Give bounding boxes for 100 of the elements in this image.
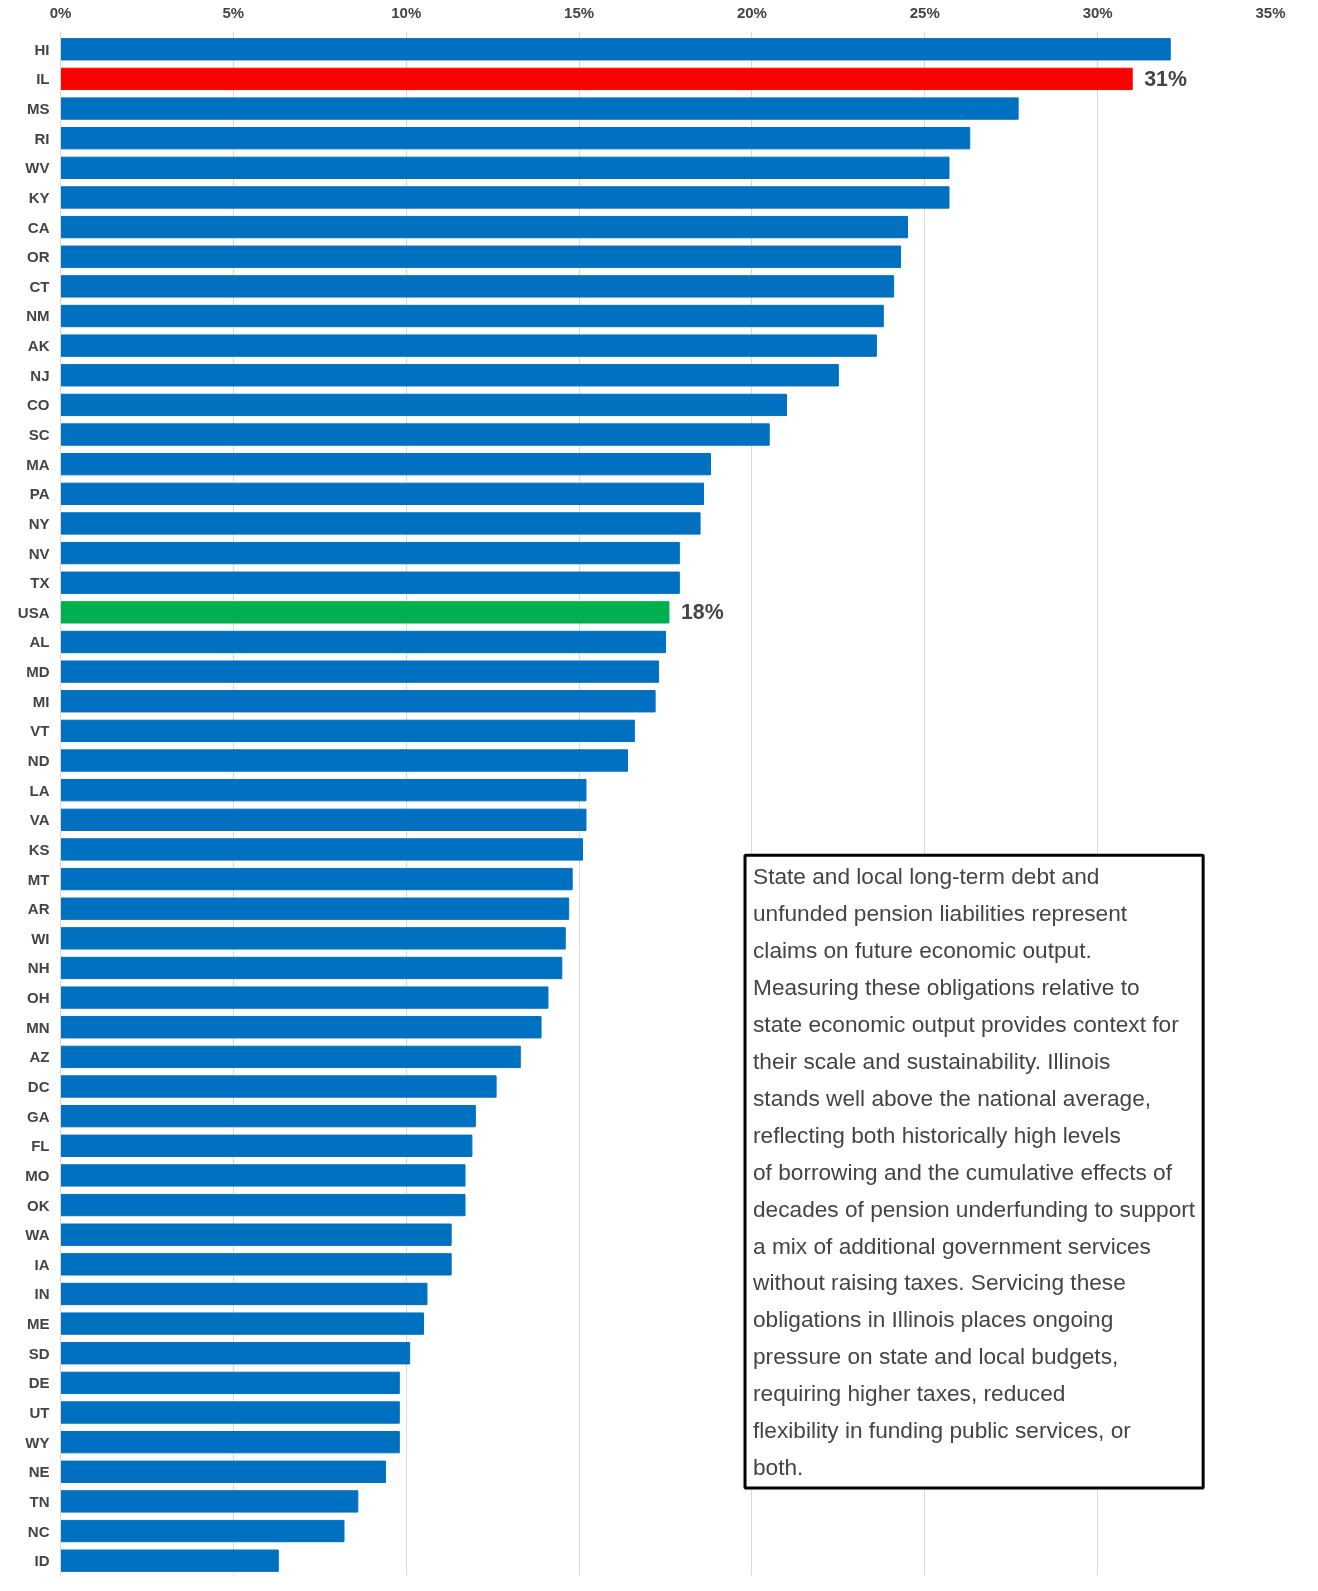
y-tick-label: CT xyxy=(29,277,50,295)
y-tick-label: NV xyxy=(28,544,50,562)
y-tick-label: WI xyxy=(31,929,50,947)
x-tick-label: 20% xyxy=(736,3,767,21)
bar xyxy=(60,1401,400,1424)
bar xyxy=(60,1134,473,1157)
y-tick-label: NM xyxy=(26,307,50,325)
bar xyxy=(60,779,587,802)
bar xyxy=(60,630,666,654)
y-tick-label: NC xyxy=(27,1522,50,1540)
bar xyxy=(60,571,680,594)
x-tick-label: 5% xyxy=(222,3,245,21)
y-tick-label: AR xyxy=(27,900,50,918)
bar xyxy=(60,304,884,328)
bar xyxy=(60,67,1133,91)
bar xyxy=(60,1075,497,1098)
y-tick-label: MD xyxy=(26,663,50,681)
bar xyxy=(60,1312,424,1335)
y-tick-label: MN xyxy=(26,1018,50,1036)
bar xyxy=(60,186,950,209)
bar xyxy=(60,541,680,565)
y-tick-label: NY xyxy=(28,514,50,532)
y-tick-label: ID xyxy=(34,1552,50,1570)
y-tick-label: USA xyxy=(17,603,50,621)
y-tick-label: AZ xyxy=(29,1048,50,1066)
bar xyxy=(60,1253,452,1276)
text: State and local long-term debt and unfunded pension liabilities represent claims on future economic output. Measuring these obligations relative to state economic output provides context for their scale and sustainability. Illinois stands well above the national average, reflecting both historically high levels of borrowing and the cumulative effects of decades of pension underfunding to support a mix of additional government services without raising taxes. Servicing these obligations in Illinois places ongoing pressure on state and local budgets, requiring higher taxes, reduced flexibility in funding public services, or both. xyxy=(753,863,1196,1481)
y-tick-label: DE xyxy=(28,1374,50,1392)
bar xyxy=(60,364,839,387)
y-tick-label: CO xyxy=(27,396,50,414)
y-tick-label: FL xyxy=(31,1137,50,1155)
x-tick-label: 10% xyxy=(391,3,422,21)
y-tick-label: UT xyxy=(29,1404,50,1422)
y-tick-label: IL xyxy=(36,70,50,88)
bar xyxy=(60,719,635,743)
bar xyxy=(60,1342,411,1365)
bar xyxy=(60,1371,400,1395)
bar xyxy=(60,956,563,980)
bar xyxy=(60,838,584,861)
y-tick-label: CA xyxy=(27,218,50,236)
data-label: 31% xyxy=(1144,66,1187,91)
y-tick-label: AK xyxy=(27,337,50,355)
bar xyxy=(60,482,705,505)
bar xyxy=(60,1519,345,1543)
x-tick-label: 25% xyxy=(909,3,940,21)
bar xyxy=(60,1193,466,1217)
y-tick-label: OK xyxy=(27,1196,50,1214)
bar xyxy=(60,749,628,772)
x-tick-label: 15% xyxy=(564,3,595,21)
bar xyxy=(60,97,1019,120)
y-tick-label: OR xyxy=(27,248,50,266)
y-tick-label: MS xyxy=(27,100,50,118)
y-tick-label: ME xyxy=(27,1315,50,1333)
y-tick-label: WY xyxy=(25,1433,50,1451)
bar xyxy=(60,1016,542,1039)
y-tick-label: GA xyxy=(27,1107,50,1125)
bar xyxy=(60,1282,428,1306)
y-tick-label: MO xyxy=(25,1166,50,1184)
y-tick-label: MT xyxy=(27,870,50,888)
bar xyxy=(60,1223,452,1246)
bar xyxy=(60,1104,476,1128)
y-tick-label: HI xyxy=(34,40,50,58)
bar xyxy=(60,1490,359,1513)
bar xyxy=(60,275,895,298)
bar xyxy=(60,1164,466,1187)
bar xyxy=(60,38,1171,61)
bar xyxy=(60,245,902,268)
y-tick-label: LA xyxy=(29,781,50,799)
x-tick-label: 35% xyxy=(1255,3,1286,21)
y-tick-label: DC xyxy=(27,1078,50,1096)
bar xyxy=(60,660,660,683)
y-tick-label: IN xyxy=(34,1285,50,1303)
bar xyxy=(60,867,573,891)
y-tick-label: PA xyxy=(29,485,50,503)
bar xyxy=(60,927,566,950)
bar xyxy=(60,156,950,179)
y-tick-label: NJ xyxy=(30,366,50,384)
y-tick-label: TN xyxy=(29,1492,50,1510)
bar xyxy=(60,986,549,1009)
y-tick-label: WV xyxy=(25,159,50,177)
y-tick-label: ND xyxy=(27,752,50,770)
y-tick-label: NE xyxy=(28,1463,50,1481)
y-tick-label: IA xyxy=(34,1255,50,1273)
bar xyxy=(60,1549,279,1572)
bar xyxy=(60,215,908,239)
y-tick-label: VT xyxy=(30,722,50,740)
y-tick-label: TX xyxy=(30,574,50,592)
bar xyxy=(60,453,711,476)
bar xyxy=(60,393,787,417)
bar xyxy=(60,334,877,357)
y-tick-label: AL xyxy=(29,633,50,651)
data-label: 18% xyxy=(680,600,724,625)
bar xyxy=(60,808,587,831)
bar xyxy=(60,1460,386,1483)
bar xyxy=(60,1045,521,1069)
bar xyxy=(60,601,670,624)
bar xyxy=(60,127,971,150)
bar xyxy=(60,423,770,446)
bar xyxy=(60,897,570,920)
bar xyxy=(60,1430,400,1454)
